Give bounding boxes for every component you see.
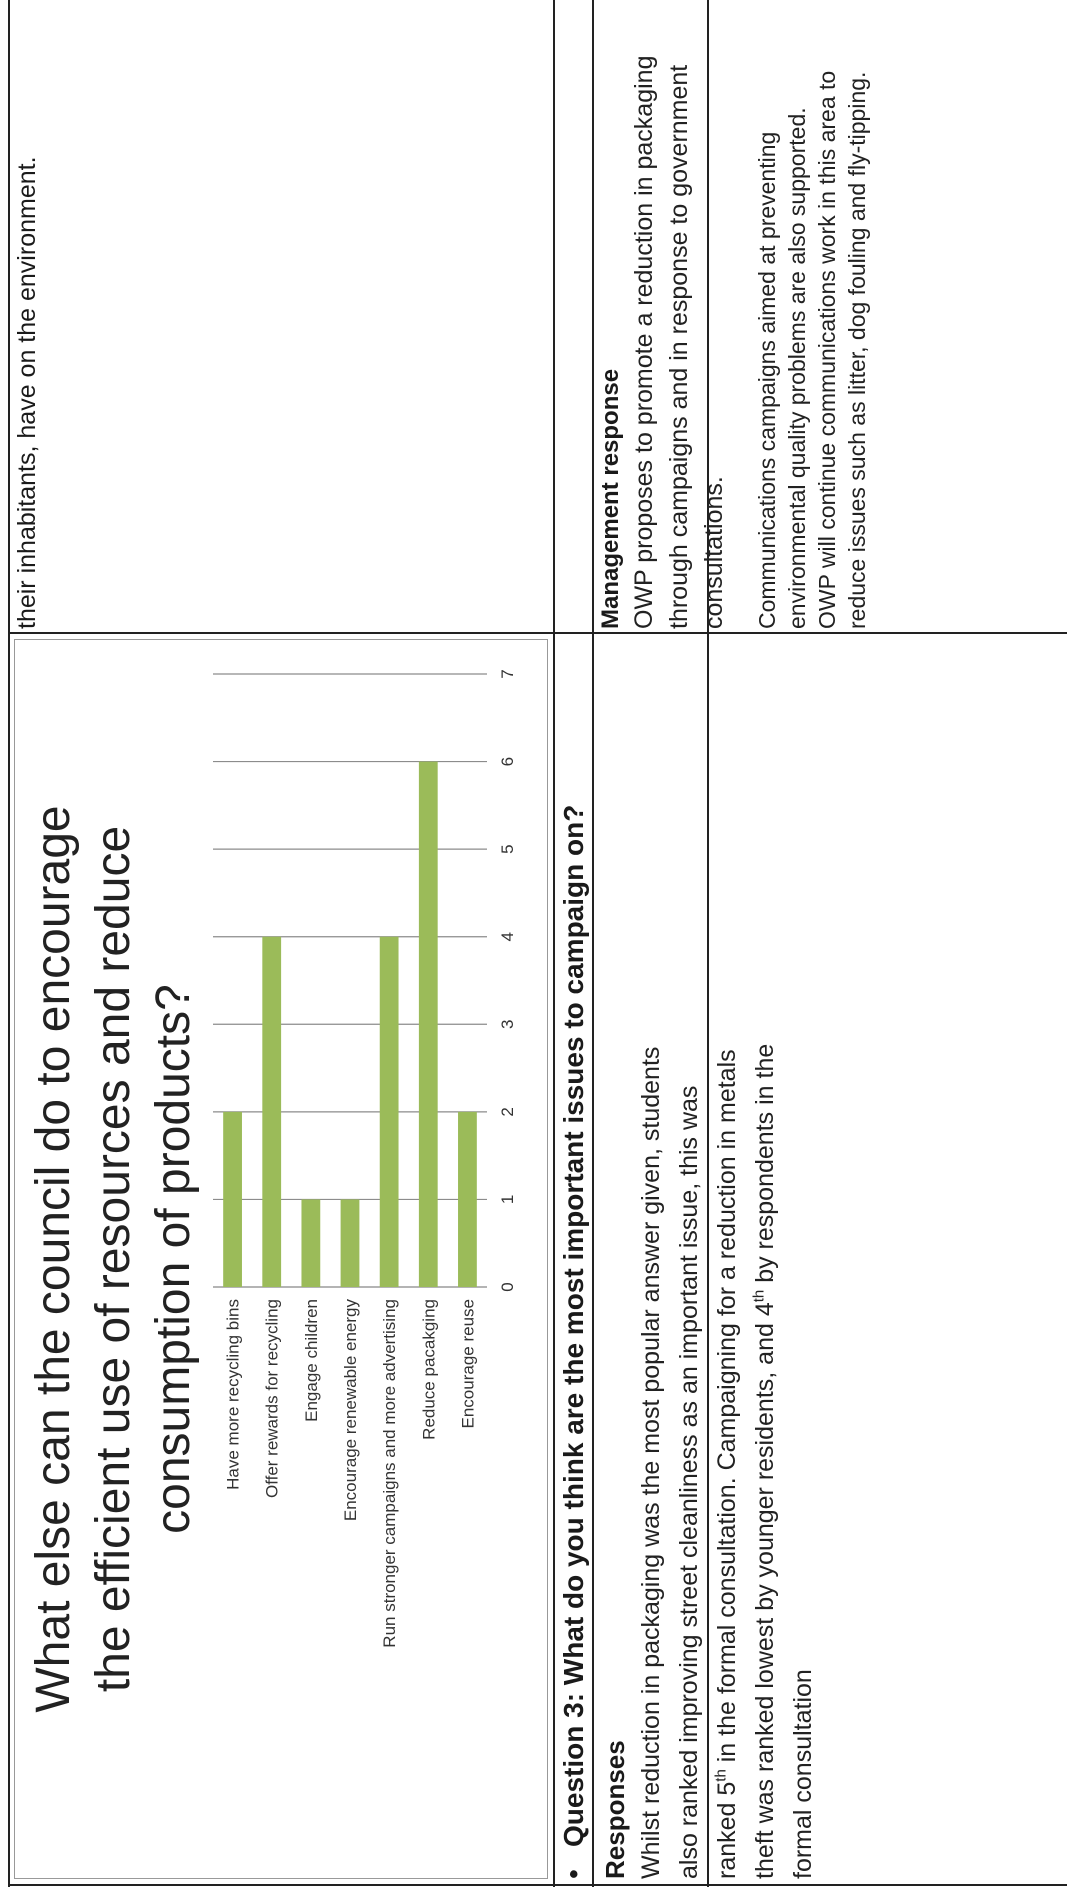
bar-2 — [262, 936, 282, 1287]
bar-chart: 0 1 2 3 4 5 6 7 Have more recycling bins Offer re… — [213, 669, 517, 1648]
question-bullet: • — [558, 1869, 589, 1879]
category-label: Engage children — [302, 1299, 321, 1422]
responses-line-3: ranked 5th in the formal consultation. C… — [708, 1049, 746, 1879]
bar-5 — [379, 936, 399, 1287]
category-label: Reduce pacakging — [419, 1299, 438, 1440]
management-p1-line-2: through campaigns and in response to gov… — [665, 64, 693, 629]
x-tick-label: 4 — [498, 932, 517, 941]
x-tick-label: 3 — [498, 1020, 517, 1029]
responses-line-3-sup: th — [712, 1769, 730, 1782]
management-p1-line-1: OWP proposes to promote a reduction in p… — [630, 55, 658, 629]
responses-line-2: also ranked improving street cleanliness… — [675, 1085, 703, 1879]
x-tick-label: 2 — [498, 1107, 517, 1116]
category-label: Have more recycling bins — [224, 1299, 243, 1490]
table-vertical-divider — [8, 632, 1067, 634]
responses-line-1: Whilst reduction in packaging was the mo… — [637, 1046, 665, 1879]
management-heading: Management response — [597, 368, 624, 629]
question-heading: Question 3: What do you think are the mo… — [558, 804, 589, 1847]
category-label: Encourage reuse — [458, 1299, 477, 1428]
table-border-left — [8, 1884, 1067, 1886]
bar-7 — [458, 1111, 477, 1287]
responses-line-5: formal consultation — [789, 1669, 817, 1879]
management-p2-line-4: reduce issues such as litter, dog foulin… — [844, 71, 870, 629]
table-horizontal-divider — [553, 0, 555, 1887]
x-tick-label: 5 — [498, 844, 517, 853]
x-tick-label: 0 — [498, 1282, 517, 1291]
responses-heading: Responses — [600, 1740, 630, 1879]
chart-title: What else can the council do to encourag… — [24, 639, 204, 1879]
category-label: Encourage renewable energy — [341, 1299, 360, 1522]
bar-6 — [418, 761, 438, 1287]
bar-1 — [223, 1111, 242, 1287]
responses-line-3-a: ranked 5 — [713, 1781, 741, 1879]
responses-line-4-sup: th — [750, 1289, 768, 1303]
responses-line-4-b: by respondents in the — [751, 1043, 779, 1290]
x-tick-label: 1 — [498, 1195, 517, 1204]
top-right-cell-text: their inhabitants, have on the environme… — [13, 156, 41, 629]
chart-title-line-2: the efficient use of resources and reduc… — [87, 825, 140, 1693]
table-border-top — [8, 0, 10, 1887]
management-p2-line-3: OWP will continue communications work in… — [814, 70, 840, 629]
bar-3 — [301, 1199, 321, 1287]
x-tick-label: 7 — [498, 669, 517, 678]
chart-title-line-1: What else can the council do to encourag… — [27, 805, 80, 1713]
chart-title-line-3: consumption of products? — [147, 984, 200, 1534]
responses-line-4: theft was ranked lowest by younger resid… — [746, 1044, 784, 1879]
management-p2-line-2: environmental quality problems are also … — [784, 107, 810, 629]
management-p2-line-1: Communications campaigns aimed at preven… — [754, 131, 780, 629]
management-p1-line-3: consultations. — [700, 476, 728, 629]
responses-line-4-a: theft was ranked lowest by younger resid… — [751, 1302, 779, 1879]
category-label: Offer rewards for recycling — [263, 1299, 282, 1498]
category-label: Run stronger campaigns and more advertis… — [380, 1299, 399, 1648]
bar-4 — [340, 1199, 360, 1287]
responses-line-3-b: in the formal consultation. Campaigning … — [713, 1049, 741, 1770]
question-row-divider — [592, 0, 594, 1887]
x-tick-label: 6 — [498, 757, 517, 766]
